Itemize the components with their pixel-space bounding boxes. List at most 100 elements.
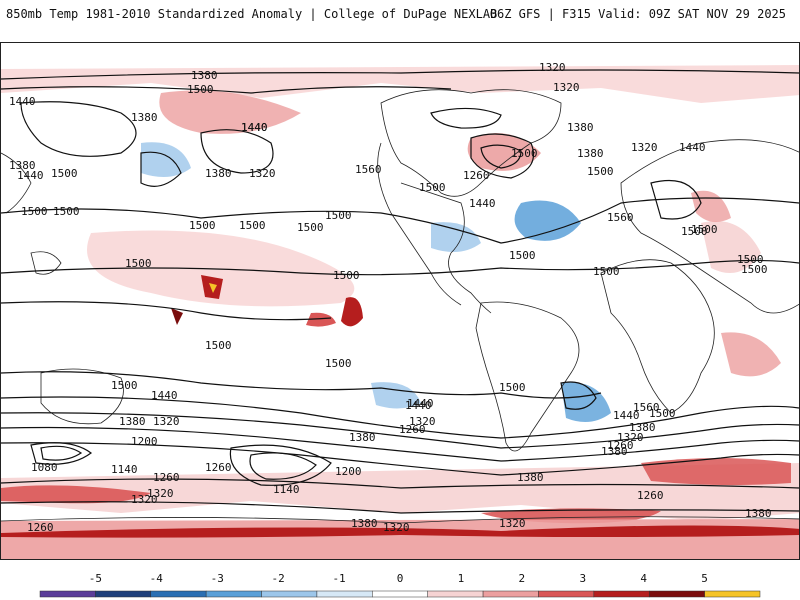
contour-low-canada	[470, 133, 535, 179]
contour-label: 1260	[637, 489, 664, 502]
contour-low-south-atlantic	[560, 381, 597, 410]
contour-label: 1320	[249, 167, 276, 180]
contour-label: 1320	[617, 431, 644, 444]
run-valid-time: 06Z GFS | F315 Valid: 09Z SAT NOV 29 202…	[489, 7, 786, 21]
contour-low-1200-west	[30, 442, 93, 465]
anomaly-warm-quebec	[467, 133, 541, 171]
colorbar-tick-label: 0	[396, 572, 404, 585]
contour-label: 1320	[539, 61, 566, 74]
contour-label: 1380	[567, 121, 594, 134]
contour-1440-south	[1, 396, 799, 439]
colorbar-tick-label: -5	[88, 572, 102, 585]
height-contours	[1, 69, 799, 514]
contour-label: 1380	[577, 147, 604, 160]
colorbar-tick-label: 5	[701, 572, 708, 585]
colorbar-swatch	[150, 590, 207, 598]
contour-1380-south	[1, 412, 799, 449]
contour-label: 1260	[205, 461, 232, 474]
contour-label: 1500	[53, 205, 80, 218]
contour-label: 1260	[399, 423, 426, 436]
contour-label: 1440	[679, 141, 706, 154]
contour-label: 1320	[131, 493, 158, 506]
contour-label: 1440	[241, 121, 268, 134]
contour-label: 1500	[333, 269, 360, 282]
colorbar-tick-label: -1	[332, 572, 346, 585]
contour-label: 1500	[741, 263, 768, 276]
contour-1320-antarctic	[1, 478, 799, 489]
coast-maritime	[30, 251, 62, 275]
colorbar-swatch	[704, 590, 761, 598]
contour-label: 1440	[405, 399, 432, 412]
contour-label: 1560	[633, 401, 660, 414]
anomaly-warm-antarctic-3	[641, 458, 791, 486]
contour-label: 1320	[499, 517, 526, 530]
coast-south-america	[475, 301, 580, 452]
anomaly-warm-tropical-pacific	[87, 230, 355, 307]
coast-east-asia	[1, 152, 32, 214]
contour-label: 1500	[509, 249, 536, 262]
contour-1320-north	[1, 69, 799, 80]
coast-north-america-east	[400, 182, 492, 314]
colorbar-swatch	[95, 590, 152, 598]
contour-label: 1200	[131, 435, 158, 448]
contour-1500-central	[1, 301, 332, 321]
contour-low-pacific	[200, 129, 274, 174]
anomaly-cold-gulf	[431, 222, 481, 252]
anomaly-warm-india	[721, 332, 781, 377]
colorbar-swatch	[482, 590, 539, 598]
contour-low-west	[20, 101, 137, 157]
contour-label: 1380	[517, 471, 544, 484]
contour-label: 1320	[383, 521, 410, 534]
contour-label: 1440	[9, 95, 36, 108]
anomaly-cold-atlantic	[514, 200, 581, 241]
contour-low-europe	[650, 179, 702, 220]
contour-label: 1560	[607, 211, 634, 224]
contour-label: 1500	[125, 257, 152, 270]
contour-label: 1500	[737, 253, 764, 266]
anomaly-map: 1380 1320 1320 1440 1500 1380 1440 1380 …	[1, 43, 799, 559]
coast-africa	[600, 259, 715, 414]
contour-label: 1500	[325, 209, 352, 222]
anomaly-hot-core-1	[209, 283, 217, 293]
contour-label: 1200	[335, 465, 362, 478]
contour-1500-tropics	[1, 259, 799, 276]
colorbar-tick-label: -4	[149, 572, 163, 585]
anomaly-cold-south-atlantic	[561, 382, 611, 422]
contour-label: 1500	[649, 407, 676, 420]
contour-label: 1500	[419, 181, 446, 194]
contour-label: 1500	[681, 225, 708, 238]
contour-labels: 1380 1320 1320 1440 1500 1380 1440 1380 …	[9, 61, 772, 534]
contour-low-1140-center	[249, 452, 317, 480]
contour-label: 1320	[409, 415, 436, 428]
colorbar-swatch	[593, 590, 650, 598]
anomaly-warm-line	[306, 312, 336, 327]
contour-label: 1500	[511, 147, 538, 160]
contour-label: 1440	[407, 397, 434, 410]
colorbar-graphic	[39, 590, 761, 598]
colorbar-tick-label: 3	[579, 572, 587, 585]
contour-label: 1140	[273, 483, 300, 496]
contour-1320-south	[1, 426, 799, 462]
contour-label: 1560	[355, 163, 382, 176]
contour-label: 1440	[469, 197, 496, 210]
map-panel: 1380 1320 1320 1440 1500 1380 1440 1380 …	[0, 42, 800, 560]
colorbar-swatch	[427, 590, 484, 598]
coastlines	[1, 89, 799, 524]
coast-north-america-west	[377, 142, 462, 306]
colorbar-swatch	[261, 590, 318, 598]
contour-label: 1380	[601, 445, 628, 458]
contour-label: 1140	[111, 463, 138, 476]
contour-label: 1320	[147, 487, 174, 500]
anomaly-warm-aleutian	[159, 90, 301, 134]
header: 850mb Temp 1981-2010 Standardized Anomal…	[0, 0, 800, 40]
contour-label: 1380	[9, 159, 36, 172]
contour-1500-north	[1, 197, 799, 244]
contour-label: 1380	[119, 415, 146, 428]
coast-north-america-north	[380, 89, 562, 197]
contour-label: 1500	[111, 379, 138, 392]
contour-label: 1440	[17, 169, 44, 182]
anomaly-hot-spot-3	[171, 308, 183, 325]
anomaly-warm-antarctic-1	[1, 485, 151, 504]
contour-label: 1500	[239, 219, 266, 232]
colorbar-swatch	[648, 590, 705, 598]
